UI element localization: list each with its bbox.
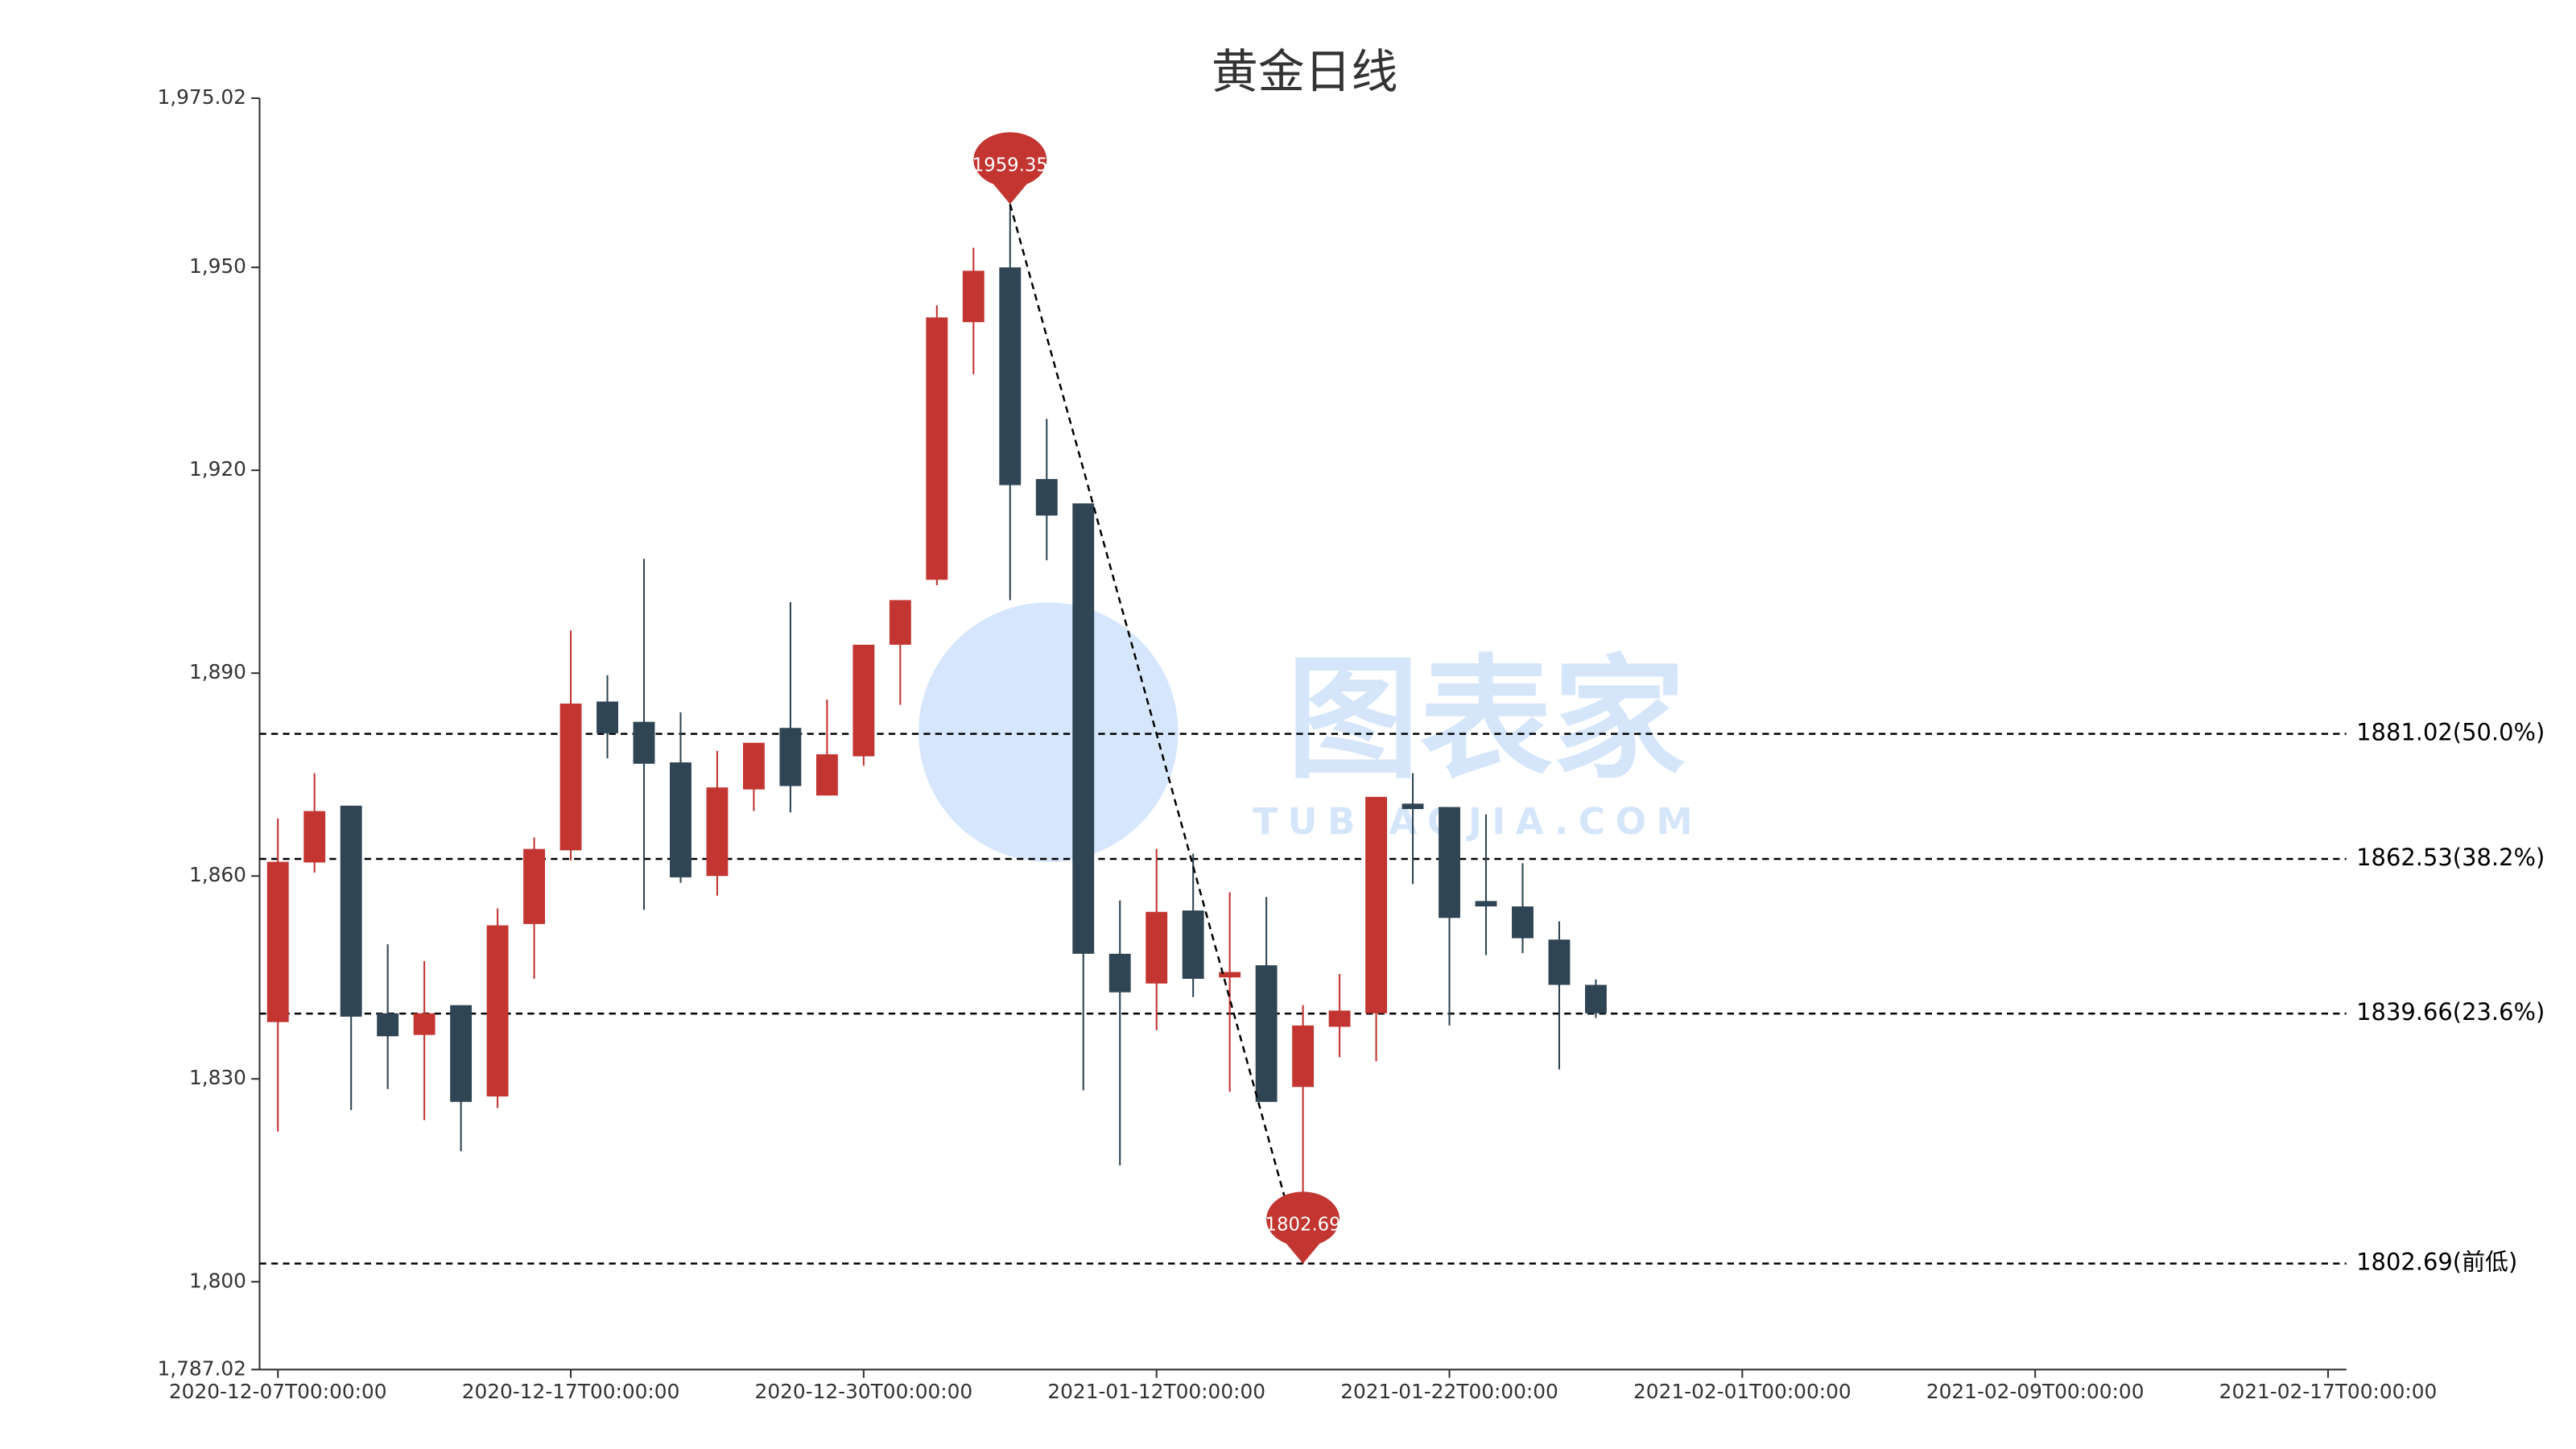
- candle-body: [1255, 965, 1278, 1102]
- level-label: 1881.02(50.0%): [2356, 719, 2545, 746]
- chart-title: 黄金日线: [1212, 44, 1398, 99]
- candle-body: [303, 811, 326, 863]
- x-tick-label: 2021-02-01T00:00:00: [1633, 1380, 1852, 1403]
- x-tick-label: 2021-02-17T00:00:00: [2219, 1380, 2438, 1403]
- candle-body: [413, 1013, 436, 1035]
- candle-body: [1108, 953, 1131, 993]
- candle-body: [559, 703, 582, 851]
- watermark-subtext: TUBIAOJIA.COM: [1253, 800, 1703, 843]
- candle-body: [962, 270, 985, 323]
- candle-body: [1182, 910, 1204, 979]
- mark-label: 1802.69: [1265, 1215, 1341, 1236]
- x-tick-label: 2021-01-12T00:00:00: [1047, 1380, 1265, 1403]
- watermark-logo: [919, 602, 1179, 862]
- candle-body: [1072, 503, 1095, 954]
- candle-body: [1402, 803, 1424, 810]
- candle-body: [889, 600, 911, 645]
- level-label: 1839.66(23.6%): [2356, 998, 2545, 1026]
- x-tick-label: 2021-01-22T00:00:00: [1340, 1380, 1558, 1403]
- candle-body: [852, 644, 875, 757]
- candle-body: [1365, 796, 1387, 1013]
- candle-body: [1146, 911, 1168, 984]
- candle-body: [377, 1013, 399, 1037]
- mark-label: 1959.35: [972, 155, 1048, 176]
- candle-body: [1512, 906, 1534, 939]
- candle-body: [706, 787, 729, 877]
- x-tick-label: 2020-12-17T00:00:00: [462, 1380, 680, 1403]
- mark-pin: [973, 132, 1047, 204]
- candle-body: [523, 848, 546, 924]
- trend-line: [1009, 204, 1304, 1264]
- candle-body: [633, 721, 655, 764]
- candle-body: [1292, 1025, 1315, 1088]
- candle-body: [266, 861, 289, 1022]
- candle-body: [597, 701, 618, 733]
- candle-body: [1475, 901, 1497, 907]
- candle-body: [1548, 939, 1571, 985]
- y-tick-label: 1,830: [189, 1066, 246, 1089]
- mark-pin: [1266, 1191, 1340, 1264]
- watermark-text: 图表家: [1286, 642, 1686, 798]
- candle-body: [779, 728, 802, 786]
- candle-body: [999, 267, 1022, 485]
- y-tick-label: 1,950: [189, 254, 246, 278]
- candle-body: [815, 753, 838, 796]
- y-tick-label: 1,975.02: [158, 85, 246, 109]
- candle-body: [486, 925, 509, 1097]
- y-tick-label: 1,890: [189, 660, 246, 683]
- x-tick-label: 2021-02-09T00:00:00: [1926, 1380, 2145, 1403]
- y-tick-label: 1,860: [189, 863, 246, 886]
- x-tick-label: 2020-12-30T00:00:00: [755, 1380, 973, 1403]
- candle-body: [450, 1005, 473, 1102]
- candle-body: [926, 317, 948, 580]
- level-label: 1802.69(前低): [2356, 1249, 2517, 1276]
- candle-body: [742, 742, 765, 790]
- candle-body: [340, 805, 362, 1017]
- candle-body: [1035, 479, 1058, 516]
- y-tick-label: 1,800: [189, 1269, 246, 1292]
- candle-body: [1328, 1010, 1351, 1027]
- y-tick-label: 1,920: [189, 457, 246, 481]
- candle-body: [1439, 807, 1460, 919]
- y-tick-label: 1,787.02: [158, 1356, 246, 1380]
- level-label: 1862.53(38.2%): [2356, 844, 2545, 871]
- candle-body: [1584, 985, 1607, 1013]
- candle-body: [670, 762, 691, 877]
- x-tick-label: 2020-12-07T00:00:00: [169, 1380, 387, 1403]
- candle-body: [1219, 972, 1241, 978]
